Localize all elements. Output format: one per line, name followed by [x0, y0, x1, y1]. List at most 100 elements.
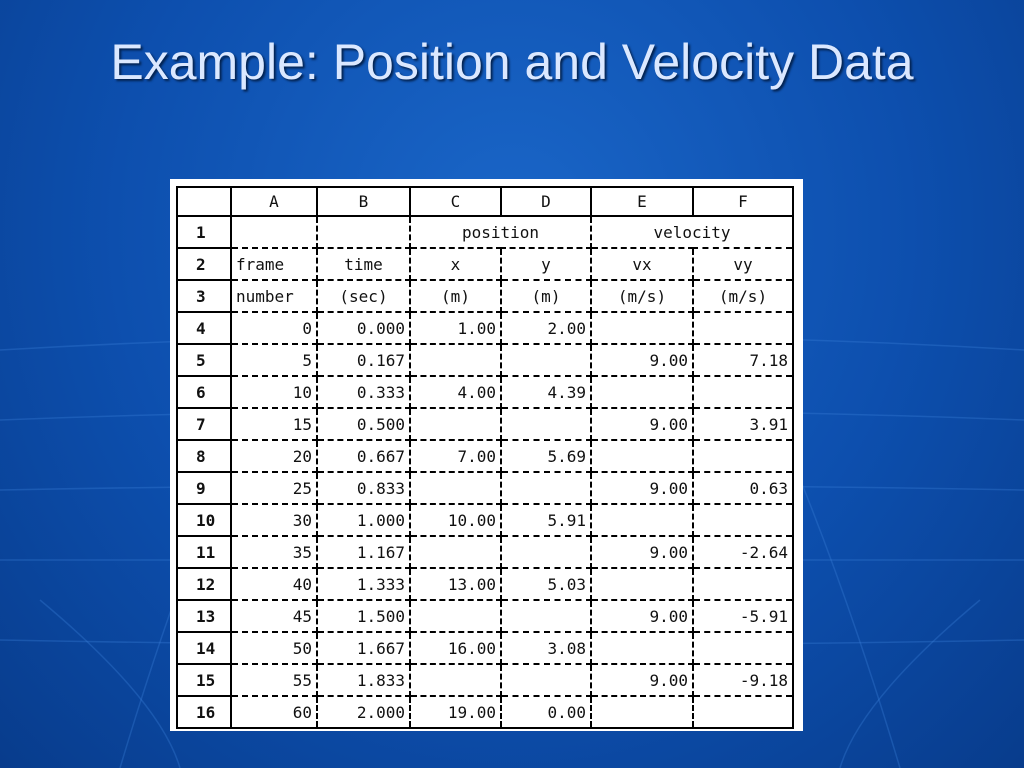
row-number: 10 — [176, 503, 232, 537]
row-number: 11 — [176, 535, 232, 569]
row-number: 3 — [176, 279, 232, 313]
empty-cell — [500, 535, 592, 569]
slide-title: Example: Position and Velocity Data — [110, 34, 914, 90]
empty-cell — [409, 407, 502, 441]
empty-cell — [590, 439, 694, 473]
table-row: 7 15 0.500 9.00 3.91 — [176, 407, 794, 441]
cell: 1.833 — [316, 663, 411, 697]
cell: 25 — [230, 471, 318, 505]
table-row: 1 position velocity — [176, 215, 794, 249]
empty-cell — [692, 631, 794, 665]
cell: 20 — [230, 439, 318, 473]
column-header: E — [590, 186, 694, 217]
empty-cell — [500, 343, 592, 377]
empty-cell — [692, 311, 794, 345]
row-number: 14 — [176, 631, 232, 665]
column-header: C — [409, 186, 502, 217]
row-number: 5 — [176, 343, 232, 377]
cell: 10 — [230, 375, 318, 409]
column-header: F — [692, 186, 794, 217]
cell: 5.03 — [500, 567, 592, 601]
cell: y — [500, 247, 592, 281]
empty-cell — [409, 471, 502, 505]
cell: 1.500 — [316, 599, 411, 633]
cell: (m/s) — [692, 279, 794, 313]
table-row: 13 45 1.500 9.00 -5.91 — [176, 599, 794, 633]
column-header: A — [230, 186, 318, 217]
cell: 0.333 — [316, 375, 411, 409]
spreadsheet: A B C D E F 1 position velocity 2 frame time x y vx vy 3… — [170, 179, 803, 731]
cell: 4.39 — [500, 375, 592, 409]
table-row: 12 40 1.333 13.00 5.03 — [176, 567, 794, 601]
cell: frame — [230, 247, 318, 281]
table-row: 14 50 1.667 16.00 3.08 — [176, 631, 794, 665]
cell: (m) — [500, 279, 592, 313]
cell: 19.00 — [409, 695, 502, 729]
empty-cell — [409, 535, 502, 569]
cell: 55 — [230, 663, 318, 697]
cell: 0 — [230, 311, 318, 345]
empty-cell — [692, 695, 794, 729]
table-row: 6 10 0.333 4.00 4.39 — [176, 375, 794, 409]
cell: 1.333 — [316, 567, 411, 601]
cell: 2.000 — [316, 695, 411, 729]
cell: 0.000 — [316, 311, 411, 345]
cell: 9.00 — [590, 343, 694, 377]
row-number: 1 — [176, 215, 232, 249]
cell: time — [316, 247, 411, 281]
cell: 0.167 — [316, 343, 411, 377]
cell: 1.00 — [409, 311, 502, 345]
row-number: 16 — [176, 695, 232, 729]
table-row: 4 0 0.000 1.00 2.00 — [176, 311, 794, 345]
empty-cell — [500, 471, 592, 505]
empty-cell — [500, 599, 592, 633]
cell: 0.833 — [316, 471, 411, 505]
cell: (sec) — [316, 279, 411, 313]
cell: (m/s) — [590, 279, 694, 313]
empty-cell — [500, 663, 592, 697]
cell: 0.500 — [316, 407, 411, 441]
cell: (m) — [409, 279, 502, 313]
empty-cell — [692, 567, 794, 601]
empty-cell — [692, 439, 794, 473]
cell: vy — [692, 247, 794, 281]
empty-cell — [409, 343, 502, 377]
empty-cell — [590, 695, 694, 729]
cell: 35 — [230, 535, 318, 569]
row-number: 15 — [176, 663, 232, 697]
cell: 9.00 — [590, 471, 694, 505]
table-row: 11 35 1.167 9.00 -2.64 — [176, 535, 794, 569]
table-row: 3 number (sec) (m) (m) (m/s) (m/s) — [176, 279, 794, 313]
cell: 13.00 — [409, 567, 502, 601]
row-number: 4 — [176, 311, 232, 345]
empty-cell — [590, 503, 694, 537]
cell: 1.000 — [316, 503, 411, 537]
cell: 0.667 — [316, 439, 411, 473]
cell: 60 — [230, 695, 318, 729]
empty-cell — [590, 567, 694, 601]
cell: 5.91 — [500, 503, 592, 537]
cell: 40 — [230, 567, 318, 601]
table-row: 9 25 0.833 9.00 0.63 — [176, 471, 794, 505]
row-number: 7 — [176, 407, 232, 441]
empty-cell — [230, 215, 318, 249]
cell: 7.00 — [409, 439, 502, 473]
table-row: 2 frame time x y vx vy — [176, 247, 794, 281]
cell: 9.00 — [590, 663, 694, 697]
row-number: 8 — [176, 439, 232, 473]
empty-cell — [590, 631, 694, 665]
cell: -2.64 — [692, 535, 794, 569]
table-row: 8 20 0.667 7.00 5.69 — [176, 439, 794, 473]
cell: 15 — [230, 407, 318, 441]
cell: 9.00 — [590, 535, 694, 569]
cell: 16.00 — [409, 631, 502, 665]
cell: 3.08 — [500, 631, 592, 665]
table-row: 16 60 2.000 19.00 0.00 — [176, 695, 794, 729]
empty-cell — [692, 375, 794, 409]
cell: 5.69 — [500, 439, 592, 473]
cell: 4.00 — [409, 375, 502, 409]
cell: 50 — [230, 631, 318, 665]
row-number: 2 — [176, 247, 232, 281]
cell: 9.00 — [590, 599, 694, 633]
